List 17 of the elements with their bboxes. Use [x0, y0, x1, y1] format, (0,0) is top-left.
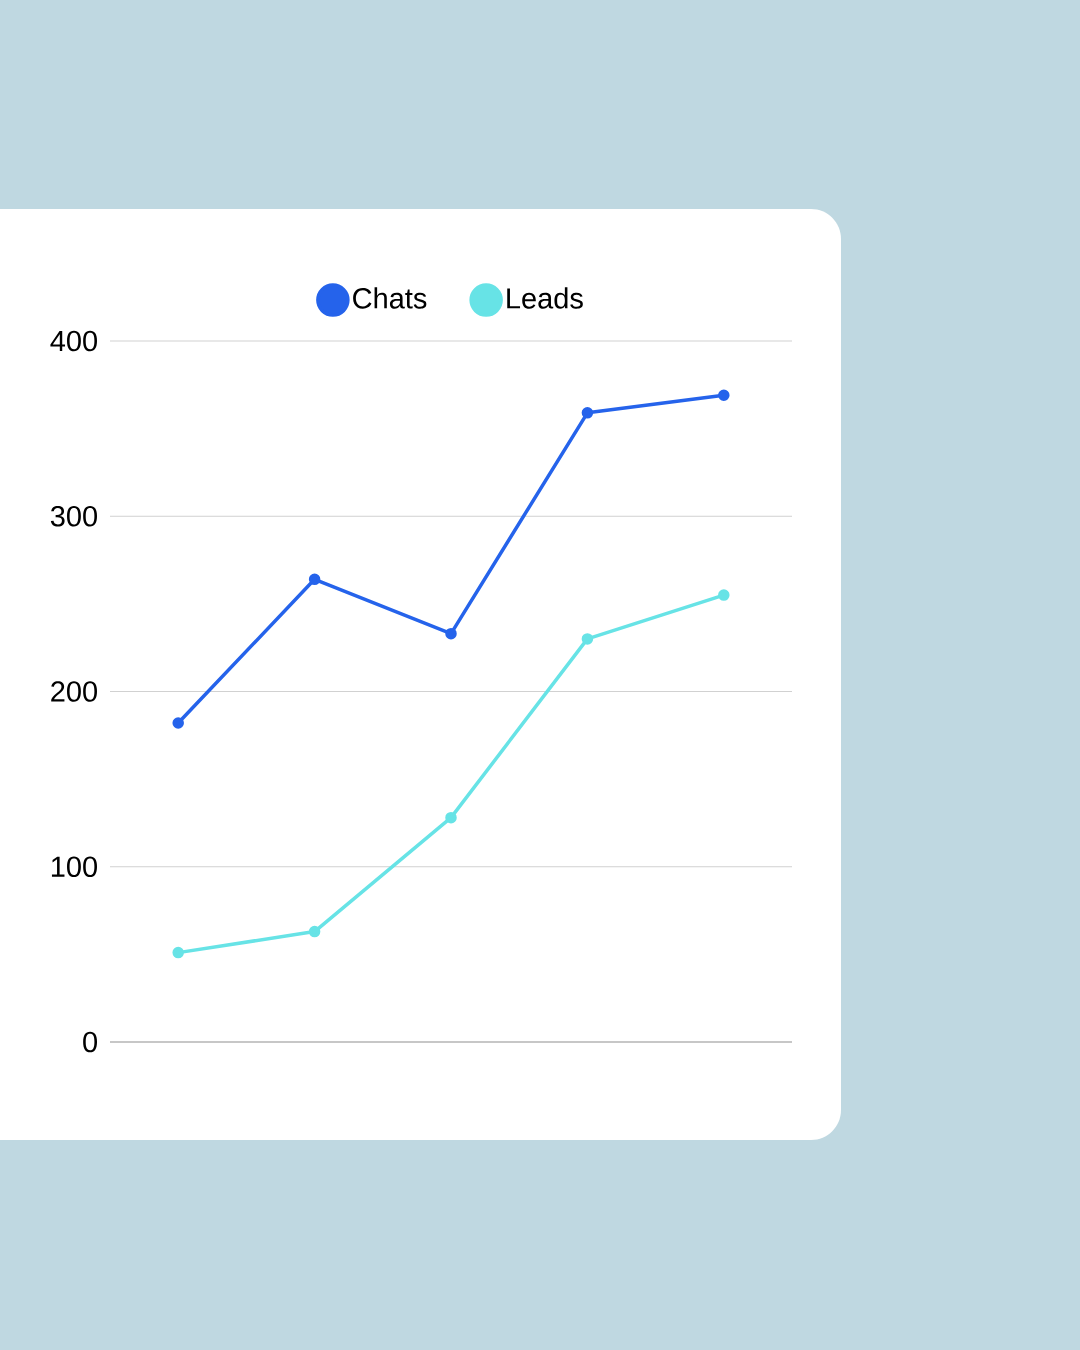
- point: [172, 717, 184, 729]
- point: [445, 627, 457, 640]
- y-tick-label: 400: [50, 330, 97, 352]
- point: [308, 925, 321, 938]
- point: [172, 946, 184, 959]
- point: [718, 589, 730, 601]
- point: [308, 573, 321, 586]
- legend-label: Leads: [507, 287, 583, 309]
- point: [718, 389, 730, 402]
- point: [581, 633, 594, 645]
- y-tick-label: 0: [83, 1031, 98, 1053]
- point: [445, 811, 457, 824]
- legend-label: Chats: [353, 287, 427, 309]
- y-tick-label: 100: [51, 856, 97, 877]
- y-tick-label: 200: [51, 681, 97, 702]
- point: [581, 407, 594, 419]
- y-tick-label: 300: [50, 505, 97, 527]
